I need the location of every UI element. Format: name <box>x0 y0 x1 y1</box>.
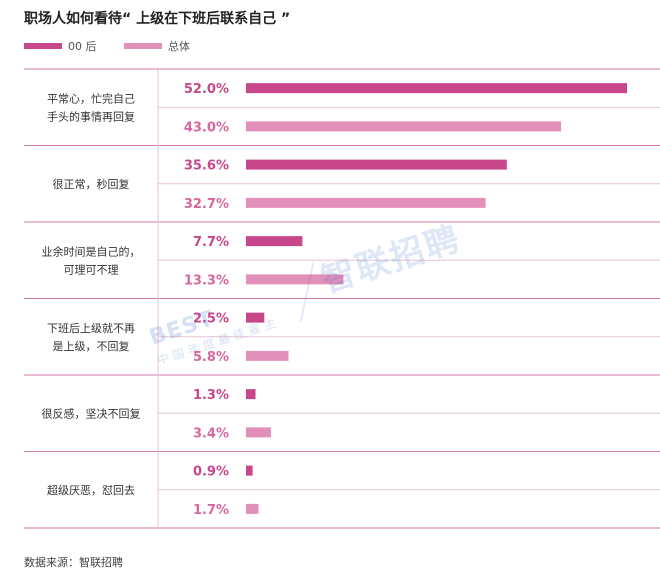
bar-all <box>246 427 271 438</box>
bar-00 <box>246 159 507 170</box>
data-source: 数据来源：智联招聘 <box>24 556 123 569</box>
category-label: 很正常，秒回复 <box>53 177 130 191</box>
category-label: 超级厌恶，怼回去 <box>47 483 135 497</box>
bar-00 <box>246 83 627 94</box>
bar-all <box>246 274 344 285</box>
legend-label-all: 总体 <box>168 40 190 53</box>
bar-all <box>246 197 486 208</box>
value-label-all: 3.4% <box>193 426 229 441</box>
bar-all <box>246 350 289 361</box>
bar-all <box>246 503 259 514</box>
category-label: 业余时间是自己的，可理可不理 <box>42 244 141 276</box>
value-label-all: 43.0% <box>184 120 229 135</box>
value-label-all: 13.3% <box>184 273 229 288</box>
value-label-00: 0.9% <box>193 465 229 480</box>
bar-00 <box>246 312 265 323</box>
category-label: 下班后上级就不再是上级，不回复 <box>47 321 135 353</box>
chart-title: 职场人如何看待“ 上级在下班后联系自己 ” <box>24 11 291 27</box>
bar-00 <box>246 236 303 247</box>
legend-swatch-all <box>124 43 162 49</box>
legend-label-00: 00 后 <box>68 40 97 53</box>
value-label-all: 5.8% <box>193 350 229 365</box>
value-label-all: 1.7% <box>193 503 229 518</box>
legend-swatch-00 <box>24 43 62 49</box>
value-label-00: 7.7% <box>193 235 229 250</box>
value-label-00: 52.0% <box>184 82 229 97</box>
category-label: 平常心，忙完自己手头的事情再回复 <box>47 91 135 123</box>
bar-00 <box>246 465 253 476</box>
value-label-00: 1.3% <box>193 388 229 403</box>
value-label-00: 35.6% <box>184 159 229 174</box>
bar-all <box>246 121 562 132</box>
value-label-00: 2.5% <box>193 312 229 327</box>
category-label: 很反感，坚决不回复 <box>42 406 141 420</box>
value-label-all: 32.7% <box>184 197 229 212</box>
bar-00 <box>246 389 256 400</box>
